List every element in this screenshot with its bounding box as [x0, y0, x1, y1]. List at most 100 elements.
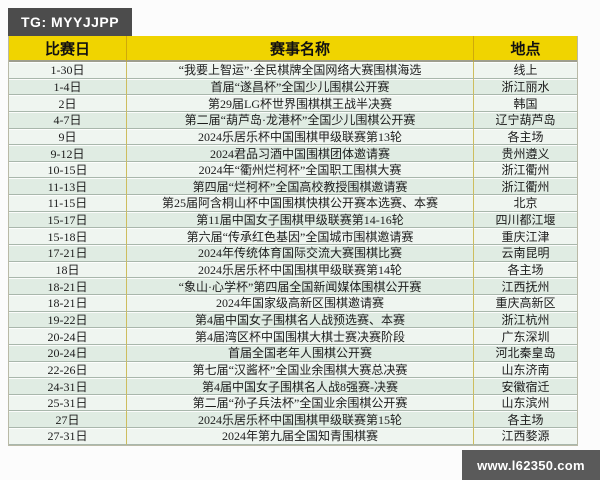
cell-location: 线上 [473, 62, 577, 79]
table-row: 20-24日 首届全国老年人围棋公开赛 河北秦皇岛 [9, 344, 577, 362]
cell-location: 山东济南 [473, 361, 577, 379]
table-row: 18-21日 2024年国家级高新区围棋邀请赛 重庆高新区 [9, 294, 577, 312]
cell-event: “象山·心学杯”第四届全国新闻媒体围棋公开赛 [126, 278, 473, 295]
cell-event: 2024君品习酒中国围棋团体邀请赛 [126, 145, 473, 162]
cell-event: 第29届LG杯世界围棋棋王战半决赛 [126, 95, 473, 112]
cell-event: 第七届“汉酱杯”全国业余围棋大赛总决赛 [126, 361, 473, 379]
cell-location: 浙江杭州 [473, 311, 577, 329]
cell-location: 四川都江堰 [473, 211, 577, 229]
cell-date: 20-24日 [9, 328, 126, 345]
tournament-schedule-table: 比赛日 赛事名称 地点 1-30日 “我要上智运”·全民棋牌全国网络大赛围棋海选… [8, 36, 578, 446]
cell-event: 2024乐居乐杯中国围棋甲级联赛第15轮 [126, 411, 473, 429]
table-row: 15-17日 第11届中国女子围棋甲级联赛第14-16轮 四川都江堰 [9, 211, 577, 229]
cell-event: 第4届中国女子围棋名人战8强赛-决赛 [126, 378, 473, 395]
cell-location: 云南昆明 [473, 245, 577, 262]
cell-date: 9-12日 [9, 145, 126, 162]
cell-date: 9日 [9, 128, 126, 146]
table-row: 17-21日 2024年传统体育国际交流大赛围棋比赛 云南昆明 [9, 245, 577, 262]
cell-location: 山东滨州 [473, 394, 577, 412]
cell-location: 韩国 [473, 95, 577, 112]
watermark-site-bar: www.l62350.com [462, 450, 600, 480]
table-row: 1-30日 “我要上智运”·全民棋牌全国网络大赛围棋海选 线上 [9, 62, 577, 79]
header-event: 赛事名称 [126, 36, 473, 62]
cell-location: 安徽宿迁 [473, 378, 577, 395]
cell-location: 贵州遵义 [473, 145, 577, 162]
cell-date: 22-26日 [9, 361, 126, 379]
table-row: 18日 2024乐居乐杯中国围棋甲级联赛第14轮 各主场 [9, 261, 577, 279]
table-row: 2日 第29届LG杯世界围棋棋王战半决赛 韩国 [9, 95, 577, 112]
cell-location: 重庆高新区 [473, 294, 577, 312]
cell-date: 11-15日 [9, 195, 126, 212]
header-date: 比赛日 [9, 36, 126, 62]
cell-date: 25-31日 [9, 394, 126, 412]
cell-event: 第二届“孙子兵法杯”全国业余围棋公开赛 [126, 394, 473, 412]
cell-date: 15-18日 [9, 228, 126, 246]
cell-date: 19-22日 [9, 311, 126, 329]
cell-date: 10-15日 [9, 161, 126, 179]
cell-location: 浙江衢州 [473, 161, 577, 179]
cell-event: 第二届“葫芦岛·龙港杯”全国少儿围棋公开赛 [126, 111, 473, 129]
table-row: 19-22日 第4届中国女子围棋名人战预选赛、本赛 浙江杭州 [9, 311, 577, 329]
header-location: 地点 [473, 36, 577, 62]
table-row: 18-21日 “象山·心学杯”第四届全国新闻媒体围棋公开赛 江西抚州 [9, 278, 577, 295]
cell-location: 各主场 [473, 411, 577, 429]
table-row: 25-31日 第二届“孙子兵法杯”全国业余围棋公开赛 山东滨州 [9, 394, 577, 412]
cell-event: 2024年第九届全国知青围棋赛 [126, 428, 473, 445]
cell-location: 各主场 [473, 261, 577, 279]
cell-date: 27日 [9, 411, 126, 429]
table-row: 10-15日 2024年“衢州烂柯杯”全国职工围棋大赛 浙江衢州 [9, 161, 577, 179]
cell-event: 2024乐居乐杯中国围棋甲级联赛第13轮 [126, 128, 473, 146]
cell-event: “我要上智运”·全民棋牌全国网络大赛围棋海选 [126, 62, 473, 79]
cell-date: 1-4日 [9, 78, 126, 96]
table-row: 20-24日 第4届湾区杯中国围棋大棋士赛决赛阶段 广东深圳 [9, 328, 577, 345]
cell-location: 重庆江津 [473, 228, 577, 246]
cell-event: 首届全国老年人围棋公开赛 [126, 344, 473, 362]
cell-event: 第25届阿含桐山杯中国围棋快棋公开赛本选赛、本赛 [126, 195, 473, 212]
table-row: 9日 2024乐居乐杯中国围棋甲级联赛第13轮 各主场 [9, 128, 577, 146]
cell-location: 江西抚州 [473, 278, 577, 295]
cell-date: 17-21日 [9, 245, 126, 262]
telegram-badge: TG: MYYJJPP [8, 8, 133, 36]
cell-location: 北京 [473, 195, 577, 212]
cell-date: 2日 [9, 95, 126, 112]
cell-event: 2024年“衢州烂柯杯”全国职工围棋大赛 [126, 161, 473, 179]
cell-event: 2024乐居乐杯中国围棋甲级联赛第14轮 [126, 261, 473, 279]
cell-event: 2024年国家级高新区围棋邀请赛 [126, 294, 473, 312]
cell-date: 18-21日 [9, 278, 126, 295]
cell-event: 第4届湾区杯中国围棋大棋士赛决赛阶段 [126, 328, 473, 345]
table-body: 1-30日 “我要上智运”·全民棋牌全国网络大赛围棋海选 线上 1-4日 首届“… [9, 62, 577, 445]
cell-location: 浙江丽水 [473, 78, 577, 96]
cell-location: 各主场 [473, 128, 577, 146]
cell-date: 4-7日 [9, 111, 126, 129]
cell-date: 18-21日 [9, 294, 126, 312]
cell-location: 浙江衢州 [473, 178, 577, 196]
cell-event: 第4届中国女子围棋名人战预选赛、本赛 [126, 311, 473, 329]
table-row: 27日 2024乐居乐杯中国围棋甲级联赛第15轮 各主场 [9, 411, 577, 429]
table-row: 1-4日 首届“遂昌杯”全国少儿围棋公开赛 浙江丽水 [9, 78, 577, 96]
cell-date: 24-31日 [9, 378, 126, 395]
cell-location: 辽宁葫芦岛 [473, 111, 577, 129]
watermark-url: www.l62350.com [477, 457, 585, 473]
table-row: 15-18日 第六届“传承红色基因”全国城市围棋邀请赛 重庆江津 [9, 228, 577, 246]
cell-event: 2024年传统体育国际交流大赛围棋比赛 [126, 245, 473, 262]
cell-event: 首届“遂昌杯”全国少儿围棋公开赛 [126, 78, 473, 96]
cell-date: 1-30日 [9, 62, 126, 79]
cell-location: 江西婺源 [473, 428, 577, 445]
cell-event: 第四届“烂柯杯”全国高校教授围棋邀请赛 [126, 178, 473, 196]
cell-date: 11-13日 [9, 178, 126, 196]
table-row: 11-13日 第四届“烂柯杯”全国高校教授围棋邀请赛 浙江衢州 [9, 178, 577, 196]
cell-date: 20-24日 [9, 344, 126, 362]
cell-location: 广东深圳 [473, 328, 577, 345]
cell-date: 27-31日 [9, 428, 126, 445]
table-row: 24-31日 第4届中国女子围棋名人战8强赛-决赛 安徽宿迁 [9, 378, 577, 395]
cell-date: 15-17日 [9, 211, 126, 229]
cell-date: 18日 [9, 261, 126, 279]
cell-location: 河北秦皇岛 [473, 344, 577, 362]
table-row: 11-15日 第25届阿含桐山杯中国围棋快棋公开赛本选赛、本赛 北京 [9, 195, 577, 212]
table-row: 9-12日 2024君品习酒中国围棋团体邀请赛 贵州遵义 [9, 145, 577, 162]
table-row: 4-7日 第二届“葫芦岛·龙港杯”全国少儿围棋公开赛 辽宁葫芦岛 [9, 111, 577, 129]
cell-event: 第六届“传承红色基因”全国城市围棋邀请赛 [126, 228, 473, 246]
table-row: 22-26日 第七届“汉酱杯”全国业余围棋大赛总决赛 山东济南 [9, 361, 577, 379]
telegram-badge-label: TG: MYYJJPP [21, 14, 120, 30]
table-header-row: 比赛日 赛事名称 地点 [9, 36, 577, 62]
